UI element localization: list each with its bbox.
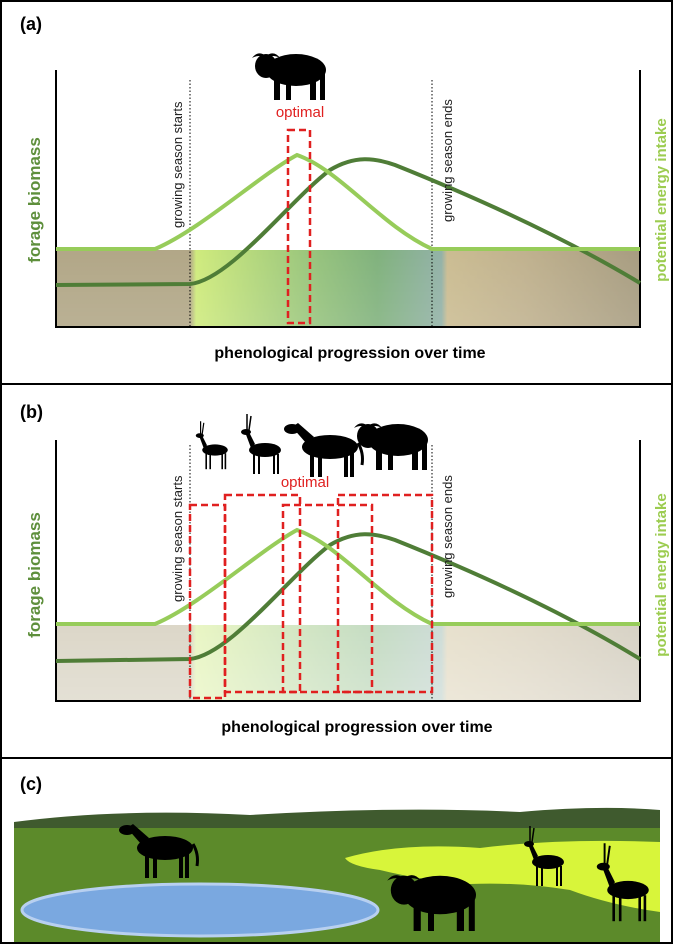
impala-icon (240, 413, 282, 475)
panel-label: (a) (20, 14, 42, 34)
x-axis-label: phenological progression over time (221, 719, 492, 736)
zebra-icon (282, 421, 364, 479)
panel-a: (a) optimal growing season starts growin… (20, 14, 670, 362)
axes (55, 70, 641, 328)
buffalo-icon (252, 53, 326, 100)
waterhole (20, 882, 380, 938)
optimal-boxes (188, 493, 434, 700)
energy-curve (56, 152, 640, 251)
panel-b: (b) optimal growing season starts growin… (20, 402, 670, 736)
optimal-label: optimal (281, 474, 329, 491)
x-axis-label: phenological progression over time (214, 345, 485, 362)
grass (56, 250, 640, 326)
buffalo-icon (354, 423, 428, 470)
axes (55, 440, 641, 702)
panel-c: (c) (14, 774, 660, 942)
panel-label: (c) (20, 774, 42, 794)
end-label: growing season ends (440, 99, 455, 222)
panel-label: (b) (20, 402, 43, 422)
grass (56, 625, 640, 701)
start-label: growing season starts (170, 475, 185, 602)
energy-curve (56, 527, 640, 626)
y2-axis-label: potential energy intake (653, 118, 670, 281)
optimal-label: optimal (276, 104, 324, 121)
y-axis-label: forage biomass (25, 512, 44, 638)
start-label: growing season starts (170, 101, 185, 228)
biomass-curve (55, 157, 642, 287)
y-axis-label: forage biomass (25, 137, 44, 263)
fresh-grass (345, 840, 660, 912)
optimal-box (286, 128, 312, 325)
biomass-curve (55, 532, 642, 663)
y2-axis-label: potential energy intake (653, 493, 670, 656)
gazelle-icon (195, 420, 229, 470)
end-label: growing season ends (440, 475, 455, 598)
